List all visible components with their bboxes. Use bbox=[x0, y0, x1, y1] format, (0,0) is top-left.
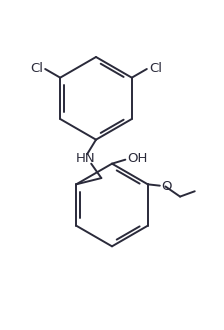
Text: O: O bbox=[161, 180, 172, 193]
Text: HN: HN bbox=[76, 152, 96, 165]
Text: OH: OH bbox=[127, 152, 148, 165]
Text: Cl: Cl bbox=[30, 62, 43, 76]
Text: Cl: Cl bbox=[149, 62, 162, 76]
